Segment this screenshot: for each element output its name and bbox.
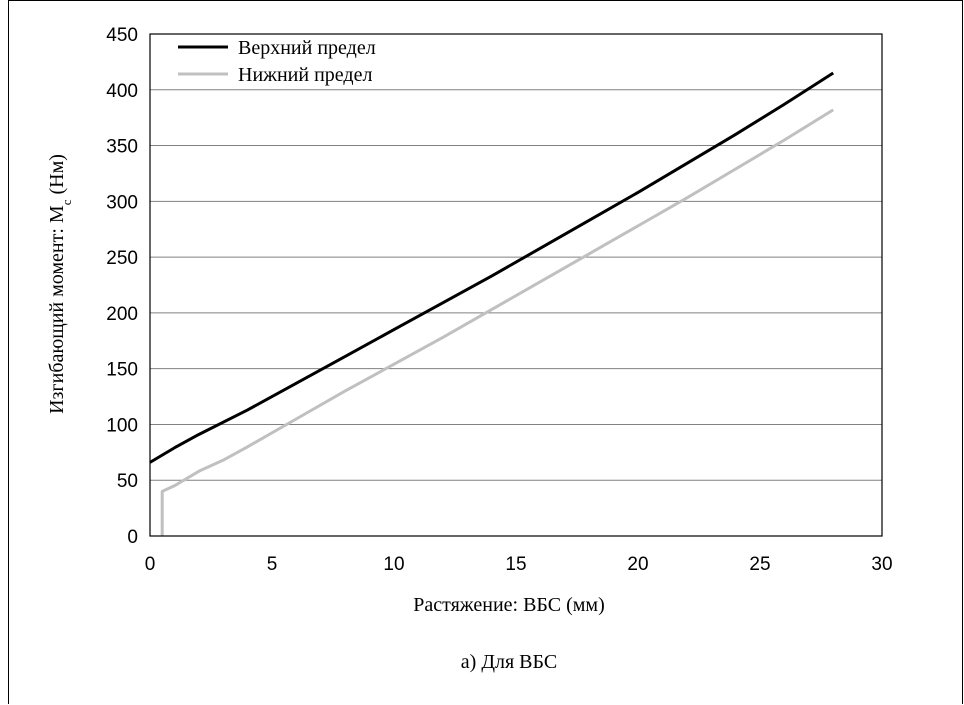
y-tick-label: 150 bbox=[106, 360, 138, 381]
figure-caption: а) Для ВБС bbox=[461, 651, 557, 673]
y-tick-label: 350 bbox=[106, 137, 138, 158]
series-line-lower-limit bbox=[160, 108, 834, 536]
legend-label-lower: Нижний предел bbox=[238, 64, 372, 86]
y-tick-labels: 0 50 100 150 200 250 300 350 400 450 bbox=[106, 25, 138, 548]
x-tick-label: 15 bbox=[505, 554, 526, 575]
y-tick-label: 0 bbox=[127, 527, 138, 548]
y-tick-label: 200 bbox=[106, 304, 138, 325]
legend-label-upper: Верхний предел bbox=[238, 37, 376, 59]
x-tick-label: 25 bbox=[749, 554, 770, 575]
x-axis-title: Растяжение: ВБС (мм) bbox=[413, 594, 604, 616]
y-tick-label: 450 bbox=[106, 25, 138, 46]
y-tick-label: 50 bbox=[117, 471, 138, 492]
x-tick-label: 10 bbox=[383, 554, 404, 575]
series-lines bbox=[149, 71, 835, 536]
plot-area-border bbox=[149, 33, 883, 537]
gridlines bbox=[150, 89, 882, 481]
figure-frame bbox=[8, 0, 963, 704]
y-tick-label: 300 bbox=[106, 192, 138, 213]
x-tick-label: 0 bbox=[145, 554, 156, 575]
x-tick-label: 5 bbox=[267, 554, 278, 575]
series-line-upper-limit bbox=[149, 71, 835, 464]
x-tick-labels: 0 5 10 15 20 25 30 bbox=[145, 554, 893, 575]
y-tick-label: 250 bbox=[106, 248, 138, 269]
y-tick-label: 400 bbox=[106, 81, 138, 102]
legend: Верхний предел Нижний предел bbox=[178, 37, 376, 86]
y-axis-title: Изгибающий момент: Mc (Нм) bbox=[46, 154, 74, 414]
y-tick-label: 100 bbox=[106, 415, 138, 436]
x-tick-label: 20 bbox=[627, 554, 648, 575]
x-tick-label: 30 bbox=[871, 554, 892, 575]
